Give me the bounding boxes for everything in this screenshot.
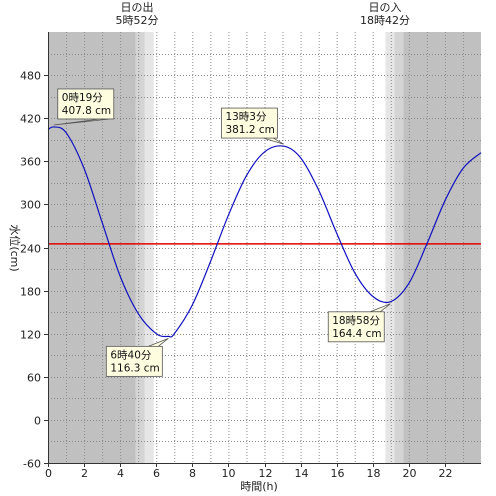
callout-box xyxy=(57,88,115,120)
callout-time: 6時40分 xyxy=(110,349,152,361)
x-tick-label: 20 xyxy=(403,467,417,480)
x-tick-label: 14 xyxy=(295,467,309,480)
callout-time: 18時58分 xyxy=(332,315,380,327)
callout-box xyxy=(221,107,278,139)
x-tick-label: 16 xyxy=(331,467,345,480)
y-tick-label: 240 xyxy=(20,243,41,256)
day-band xyxy=(153,32,386,463)
y-tick-label: 480 xyxy=(20,70,41,83)
y-tick-label: 300 xyxy=(20,199,41,212)
callout-value: 164.4 cm xyxy=(332,328,381,340)
y-tick-label: 180 xyxy=(20,286,41,299)
y-tick-label: 360 xyxy=(20,156,41,169)
callout-box xyxy=(105,345,163,377)
callout-time: 13時3分 xyxy=(225,111,267,123)
y-tick-label: 420 xyxy=(20,113,41,126)
night-band-evening xyxy=(403,32,481,463)
sunset-label: 日の入 xyxy=(369,1,402,14)
x-tick-label: 2 xyxy=(81,467,88,480)
x-tick-label: 8 xyxy=(189,467,196,480)
y-tick-label: -60 xyxy=(23,458,41,471)
sunrise-label: 日の出 xyxy=(121,0,154,14)
day-night-background xyxy=(48,32,481,463)
sunset-time: 18時42分 xyxy=(360,14,410,27)
callout-time: 0時19分 xyxy=(62,92,104,104)
twilight-band-evening-light xyxy=(385,32,395,463)
callout-value: 381.2 cm xyxy=(225,124,274,136)
twilight-band-evening-dark xyxy=(394,32,404,463)
series-layer xyxy=(47,126,482,338)
x-tick-label: 10 xyxy=(222,467,236,480)
twilight-band-morning-light xyxy=(144,32,154,463)
tide-level-series xyxy=(47,126,482,338)
twilight-band-morning-dark xyxy=(135,32,145,463)
x-tick-label: 12 xyxy=(259,467,273,480)
x-tick-label: 6 xyxy=(153,467,160,480)
y-tick-label: 0 xyxy=(34,415,41,428)
x-axis-title: 時間(h) xyxy=(240,480,278,493)
x-tick-label: 4 xyxy=(117,467,124,480)
x-tick-label: 22 xyxy=(439,467,453,480)
callout-box xyxy=(327,311,385,343)
sunrise-time: 5時52分 xyxy=(116,14,159,27)
y-tick-label: 60 xyxy=(27,372,41,385)
x-tick-label: 18 xyxy=(367,467,381,480)
y-axis-title: 水位(cm) xyxy=(8,224,22,271)
grid-lines xyxy=(48,32,481,463)
callout-value: 116.3 cm xyxy=(110,362,159,374)
y-tick-label: 120 xyxy=(20,329,41,342)
axes: -60 0 60 120 180 240 300 360 420 480 0 2 4 6 8 10 12 14 16… xyxy=(20,32,481,480)
callout-value: 407.8 cm xyxy=(62,105,111,117)
x-tick-label: 0 xyxy=(45,467,52,480)
